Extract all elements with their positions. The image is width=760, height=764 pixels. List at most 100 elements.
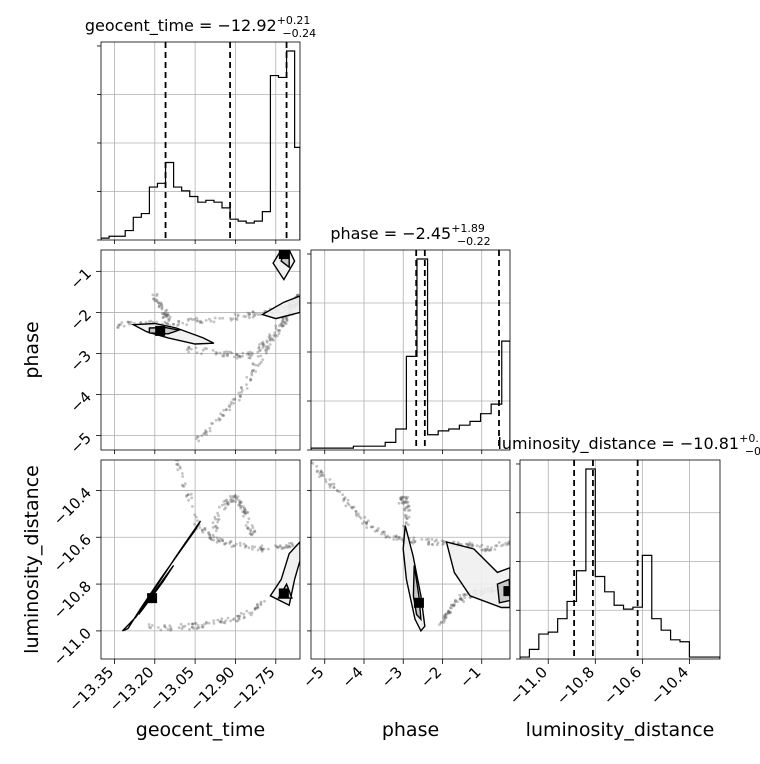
- sample-point: [456, 600, 459, 604]
- sample-point: [251, 532, 254, 536]
- sample-point: [385, 535, 388, 539]
- sample-point: [288, 545, 292, 549]
- sample-point: [420, 538, 424, 541]
- sample-point: [243, 509, 247, 512]
- sample-point: [252, 313, 256, 317]
- sample-point: [198, 526, 202, 530]
- sample-point: [229, 498, 232, 502]
- sample-point: [165, 313, 168, 317]
- sample-point: [462, 600, 465, 604]
- sample-point: [402, 502, 406, 505]
- title-upper-error: +0.21: [277, 14, 311, 27]
- sample-point: [253, 529, 257, 533]
- sample-point: [445, 612, 448, 616]
- sample-point: [122, 324, 126, 328]
- sample-point: [278, 545, 282, 549]
- panel-geocent_time-vs-luminosity_distance: [101, 460, 300, 659]
- sample-point: [240, 391, 243, 394]
- sample-point: [208, 317, 211, 321]
- sample-point: [251, 310, 255, 314]
- sample-point: [191, 622, 194, 626]
- sample-point: [354, 512, 358, 516]
- sample-point: [149, 626, 153, 630]
- sample-point: [232, 499, 236, 503]
- sample-point: [267, 547, 270, 551]
- sample-point: [246, 527, 250, 531]
- y-tick-label: −10.6: [50, 531, 95, 576]
- sample-point: [207, 531, 211, 534]
- sample-point: [251, 315, 255, 319]
- sample-point: [256, 605, 260, 609]
- x-tick-label: −12.75: [227, 663, 279, 715]
- sample-point: [119, 323, 123, 326]
- sample-point: [211, 521, 215, 525]
- sample-point: [203, 622, 206, 626]
- sample-point: [458, 597, 462, 601]
- sample-point: [247, 517, 251, 521]
- sample-point: [221, 539, 225, 543]
- sample-point: [250, 371, 254, 375]
- sample-point: [287, 544, 291, 548]
- sample-point: [229, 494, 232, 498]
- sample-point: [116, 326, 119, 329]
- sample-point: [169, 628, 172, 632]
- sample-point: [454, 599, 457, 603]
- sample-point: [260, 544, 264, 548]
- sample-point: [181, 475, 185, 478]
- sample-point: [230, 545, 234, 549]
- sample-point: [256, 364, 260, 367]
- sample-point: [177, 319, 181, 323]
- sample-point: [163, 625, 166, 628]
- sample-point: [242, 616, 246, 620]
- sample-point: [318, 472, 322, 475]
- sample-point: [204, 429, 207, 432]
- x-tick-label: −1: [456, 663, 484, 691]
- sample-point: [430, 538, 434, 541]
- sample-point: [224, 619, 228, 622]
- sample-point: [403, 508, 407, 512]
- sample-point: [400, 537, 403, 541]
- sample-point: [187, 498, 191, 502]
- sample-point: [328, 485, 332, 489]
- sample-point: [166, 312, 170, 315]
- sample-point: [117, 323, 121, 327]
- sample-point: [504, 541, 508, 545]
- sample-point: [436, 541, 440, 545]
- sample-point: [382, 530, 385, 534]
- sample-point: [154, 298, 158, 301]
- sample-point: [278, 329, 281, 333]
- y-tick-label: −11.0: [50, 624, 95, 669]
- sample-point: [318, 475, 321, 479]
- sample-point: [167, 313, 171, 317]
- sample-point: [249, 613, 253, 617]
- sample-point: [370, 525, 374, 529]
- sample-point: [238, 541, 242, 545]
- sample-point: [248, 350, 252, 354]
- sample-point: [217, 514, 220, 518]
- sample-point: [475, 544, 479, 548]
- sample-point: [208, 536, 211, 540]
- sample-point: [241, 351, 245, 355]
- sample-point: [189, 492, 193, 496]
- sample-point: [375, 528, 379, 532]
- sample-point: [320, 470, 323, 474]
- sample-point: [218, 540, 222, 543]
- sample-point: [172, 322, 175, 326]
- sample-point: [240, 500, 243, 504]
- sample-point: [409, 540, 413, 544]
- sample-point: [214, 350, 218, 354]
- sample-point: [244, 544, 248, 548]
- sample-point: [222, 500, 226, 503]
- sample-point: [157, 301, 160, 305]
- sample-point: [259, 360, 263, 364]
- sample-point: [216, 518, 220, 521]
- sample-point: [199, 319, 202, 323]
- sample-point: [241, 510, 245, 514]
- sample-point: [160, 303, 164, 307]
- sample-point: [405, 517, 409, 520]
- sample-point: [155, 300, 159, 303]
- sample-point: [201, 625, 204, 629]
- sample-point: [160, 306, 164, 310]
- sample-point: [196, 624, 200, 627]
- sample-point: [210, 422, 213, 425]
